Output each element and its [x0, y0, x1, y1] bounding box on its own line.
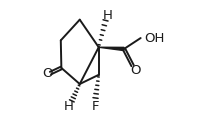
Text: H: H: [63, 99, 73, 112]
Text: O: O: [130, 63, 141, 76]
Text: O: O: [43, 67, 53, 80]
Text: H: H: [103, 9, 113, 22]
Polygon shape: [99, 48, 124, 51]
Text: F: F: [91, 99, 99, 112]
Text: OH: OH: [145, 31, 165, 44]
